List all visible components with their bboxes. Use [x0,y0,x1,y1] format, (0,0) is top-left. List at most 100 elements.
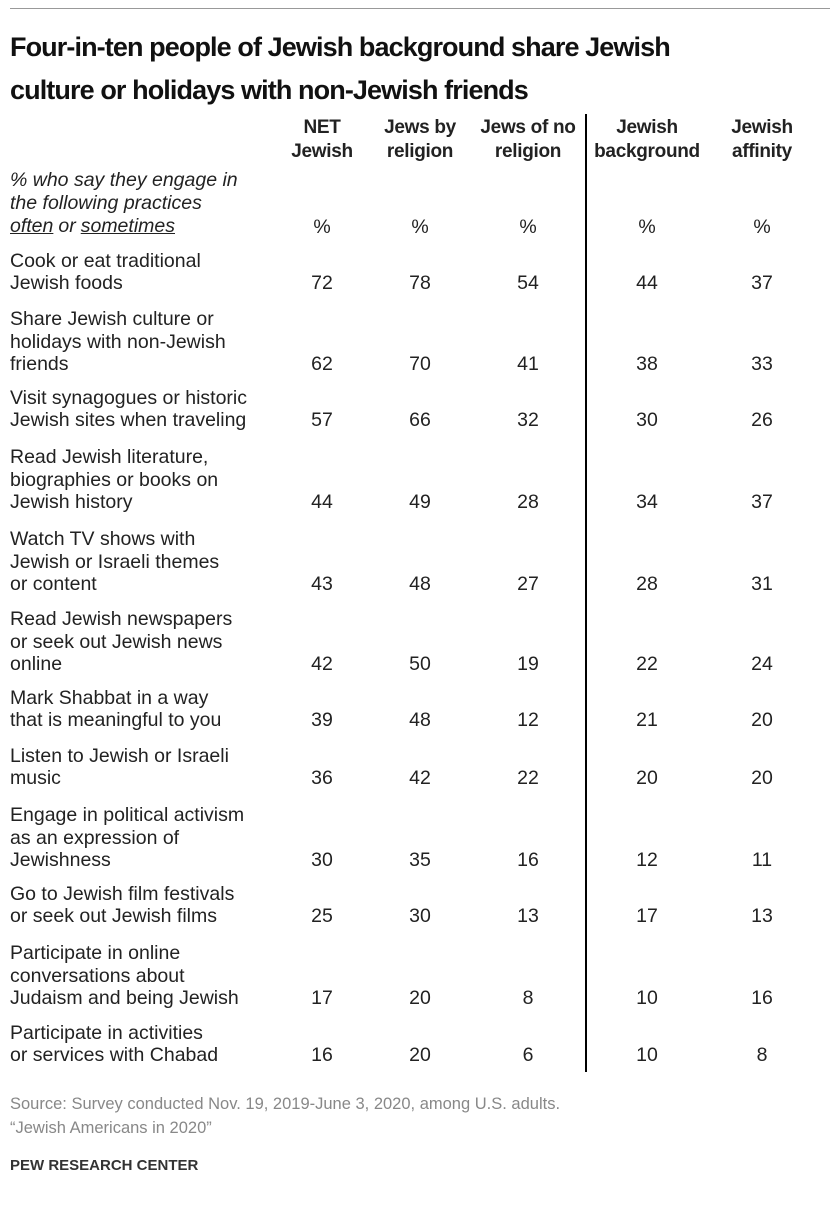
source-note: “Jewish Americans in 2020” [10,1119,212,1137]
row-label: Read Jewish literature, [10,446,209,468]
cell-value: 22 [636,653,658,675]
cell-value: 17 [311,987,333,1009]
cell-value: 27 [517,573,539,595]
cell-value: 42 [409,767,431,789]
cell-value: 30 [311,849,333,871]
cell-value: 43 [311,573,333,595]
cell-value: 28 [517,491,539,513]
row-label: friends [10,353,69,375]
column-header: NET [303,117,341,138]
cell-value: 17 [636,905,658,927]
row-label: Share Jewish culture or [10,308,214,330]
cell-value: 10 [636,987,658,1009]
cell-value: 30 [636,409,658,431]
column-header: Jews of no [480,117,576,138]
column-header: Jewish [731,117,793,138]
row-label: Cook or eat traditional [10,249,201,272]
note-line: % who say they engage in [10,169,238,191]
row-label: Jewishness [10,849,111,871]
cell-value: 41 [517,353,539,375]
cell-value: 12 [636,849,658,871]
cell-value: 39 [311,709,333,731]
cell-value: 49 [409,491,431,513]
unit-label: % [411,216,429,238]
cell-value: 30 [409,905,431,927]
cell-value: 12 [517,709,539,731]
cell-value: 22 [517,767,539,789]
row-label: Judaism and being Jewish [10,987,239,1009]
cell-value: 44 [311,491,333,513]
row-label: or seek out Jewish news [10,630,223,653]
column-header: Jewish [616,117,678,138]
cell-value: 20 [751,767,773,789]
row-label: Visit synagogues or historic [10,386,248,409]
row-label: or services with Chabad [10,1044,219,1066]
cell-value: 70 [409,353,431,375]
cell-value: 54 [517,272,539,294]
cell-value: 37 [751,491,773,513]
cell-value: 8 [522,987,534,1009]
cell-value: 28 [636,573,658,595]
cell-value: 34 [636,491,658,513]
note-line: or [58,215,76,237]
cell-value: 48 [409,709,431,731]
cell-value: 20 [409,987,431,1009]
row-label: Engage in political activism [10,804,245,826]
cell-value: 21 [636,709,658,731]
column-header: Jews by [384,117,456,138]
cell-value: 44 [636,272,658,294]
column-header: Jewish [291,141,353,162]
row-label: Participate in online [10,942,181,964]
top-rule [10,8,830,9]
note-line: the following practices [10,192,202,214]
row-label: Participate in activities [10,1021,203,1044]
row-label: or seek out Jewish films [10,905,217,927]
cell-value: 20 [751,709,773,731]
row-label: holidays with non-Jewish [10,330,226,353]
unit-label: % [638,216,656,238]
cell-value: 11 [751,849,773,871]
cell-value: 31 [751,573,773,595]
column-divider [585,114,587,1072]
row-label: as an expression of [10,826,180,849]
cell-value: 37 [751,272,773,294]
title-line: culture or holidays with non-Jewish frie… [10,75,529,105]
footer: PEW RESEARCH CENTER [10,1157,199,1174]
row-label: Jewish foods [10,272,123,294]
row-label: Jewish sites when traveling [10,409,247,431]
cell-value: 35 [409,849,431,871]
cell-value: 16 [517,849,539,871]
cell-value: 16 [751,987,773,1009]
cell-value: 20 [409,1044,431,1066]
cell-value: 26 [751,409,773,431]
cell-value: 25 [311,905,333,927]
cell-value: 72 [311,272,333,294]
cell-value: 8 [756,1044,768,1066]
row-label: biographies or books on [10,468,219,491]
cell-value: 20 [636,767,658,789]
column-header: religion [494,141,562,162]
row-label: Go to Jewish film festivals [10,882,235,905]
cell-value: 42 [311,653,333,675]
cell-value: 10 [636,1044,658,1066]
row-label: music [10,767,61,789]
unit-label: % [519,216,537,238]
cell-value: 32 [517,409,539,431]
note-emphasis: often [10,215,54,237]
cell-value: 48 [409,573,431,595]
cell-value: 33 [751,353,773,375]
row-label: that is meaningful to you [10,709,222,731]
row-label: Mark Shabbat in a way [10,686,209,709]
cell-value: 62 [311,353,333,375]
column-header: background [594,141,700,162]
column-header: religion [386,141,454,162]
row-label: conversations about [10,964,185,987]
row-label: Listen to Jewish or Israeli [10,744,229,767]
row-label: online [10,653,63,675]
unit-label: % [313,216,331,238]
cell-value: 13 [751,905,773,927]
row-label: Jewish history [10,491,133,513]
cell-value: 36 [311,767,333,789]
cell-value: 66 [409,409,431,431]
